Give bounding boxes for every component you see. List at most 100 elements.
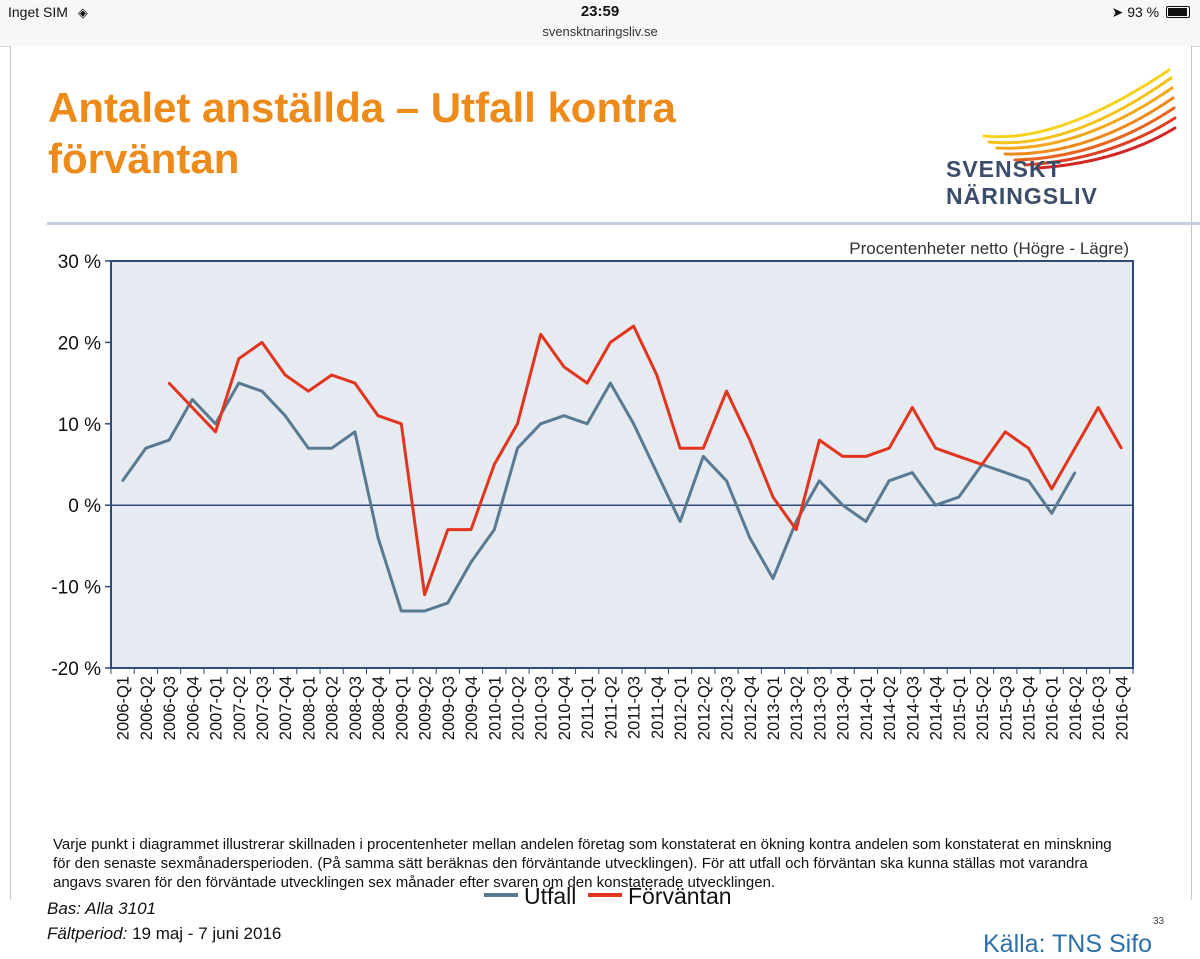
x-tick-label: 2011-Q2 [602, 676, 620, 739]
data-point [539, 422, 542, 425]
plot-area [110, 260, 1134, 669]
data-point [748, 536, 751, 539]
y-tick-label: -20 % [51, 659, 101, 680]
x-tick-label: 2014-Q1 [858, 676, 876, 740]
svenskt-naringsliv-logo [982, 68, 1177, 170]
data-point [1073, 447, 1077, 450]
address-bar-url[interactable]: svensktnaringsliv.se [542, 24, 658, 39]
x-tick-label: 2016-Q1 [1044, 676, 1062, 740]
legend-swatch [588, 893, 622, 897]
x-tick-label: 2008-Q4 [370, 676, 388, 740]
data-point [1050, 487, 1053, 491]
data-point [957, 495, 960, 499]
data-point [818, 479, 821, 482]
data-point [1120, 447, 1123, 450]
y-tick-label: 0 % [68, 496, 101, 517]
slide-title: Antalet anställda – Utfall kontra förvän… [48, 84, 676, 182]
legend-item: Utfall [484, 883, 576, 910]
y-tick-label: 30 % [58, 252, 101, 273]
x-tick-label: 2006-Q4 [184, 676, 202, 740]
data-point [423, 593, 426, 596]
data-point [121, 479, 124, 482]
data-point [330, 447, 333, 450]
x-tick-label: 2009-Q4 [463, 676, 481, 740]
data-point [1004, 471, 1007, 474]
x-tick-label: 2008-Q2 [324, 676, 342, 740]
battery-percent: 93 % [1127, 4, 1160, 20]
data-point [446, 528, 449, 531]
data-point [585, 422, 589, 425]
x-tick-label: 2012-Q2 [695, 676, 713, 740]
location-arrow-icon: ➤ [1111, 4, 1124, 20]
data-point [376, 414, 380, 417]
data-point [1096, 406, 1100, 409]
data-point [562, 365, 566, 369]
line-chart: -20 % -10 % 0 % 10 % 20 % 30 % 2006-Q1 2006-Q2 2… [51, 239, 1134, 740]
data-point [493, 528, 496, 531]
logo-text: SVENSKT NÄRINGSLIV [946, 156, 1098, 209]
data-point [818, 438, 821, 442]
x-tick-label: 2014-Q4 [928, 676, 946, 740]
x-tick-label: 2010-Q3 [533, 676, 551, 740]
x-tick-label: 2014-Q3 [904, 676, 922, 740]
data-point [702, 455, 705, 458]
legend-swatch [484, 893, 518, 897]
x-tick-label: 2015-Q1 [951, 676, 969, 740]
data-point [632, 324, 635, 328]
data-point [260, 390, 264, 393]
carrier-label: Inget SIM [8, 4, 68, 20]
data-point [469, 560, 473, 564]
x-tick-label: 2011-Q4 [649, 676, 667, 739]
data-point [284, 373, 287, 377]
data-point [330, 373, 333, 377]
data-point [864, 520, 868, 523]
field-period: Fältperiod: 19 maj - 7 juni 2016 [47, 924, 281, 944]
data-point [957, 455, 960, 458]
data-point [214, 422, 217, 425]
data-point [585, 381, 589, 385]
x-tick-label: 2007-Q4 [277, 676, 295, 740]
data-point [1073, 471, 1077, 474]
x-tick-label: 2016-Q4 [1113, 676, 1131, 740]
title-divider [47, 222, 1200, 225]
source-label: Källa: TNS Sifo [983, 930, 1153, 958]
data-point [307, 390, 310, 393]
data-point [655, 471, 659, 474]
x-tick-label: 2014-Q2 [881, 676, 899, 740]
x-tick-label: 2013-Q4 [835, 676, 853, 740]
x-tick-label: 2008-Q3 [347, 676, 365, 740]
battery-icon [1166, 6, 1190, 18]
data-point [400, 422, 403, 425]
clock: 23:59 [580, 3, 620, 20]
x-tick-label: 2016-Q2 [1067, 676, 1085, 740]
chart-footnote: Varje punkt i diagrammet illustrerar ski… [53, 836, 1112, 891]
data-point [655, 373, 659, 377]
carrier: Inget SIM ◈ [8, 4, 88, 21]
y-tick-label: -10 % [51, 578, 101, 599]
base-count: Bas: Alla 3101 [47, 899, 156, 918]
chart-subtitle: Procentenheter netto (Högre - Lägre) [849, 239, 1129, 258]
data-point [864, 455, 868, 458]
data-point [609, 381, 612, 385]
data-point [353, 430, 357, 434]
x-tick-label: 2012-Q3 [719, 676, 737, 740]
data-point [144, 447, 148, 450]
legend-item: Förväntan [588, 883, 732, 910]
data-point [841, 504, 844, 507]
data-point [516, 447, 519, 450]
x-tick-label: 2008-Q1 [300, 676, 318, 740]
x-tick-label: 2016-Q3 [1090, 676, 1108, 740]
data-point [260, 341, 264, 344]
page-number: 33 [1153, 916, 1165, 927]
x-tick-label: 2010-Q2 [509, 676, 527, 740]
legend-label: Förväntan [628, 883, 732, 909]
data-point [748, 438, 751, 442]
x-tick-label: 2009-Q2 [417, 676, 435, 740]
data-point [493, 463, 496, 466]
data-point [678, 520, 682, 523]
x-tick-label: 2015-Q4 [1020, 676, 1038, 740]
field-period-value: 19 maj - 7 juni 2016 [132, 924, 282, 943]
data-point [167, 438, 171, 442]
data-point [702, 447, 705, 450]
wifi-icon: ◈ [77, 5, 88, 20]
